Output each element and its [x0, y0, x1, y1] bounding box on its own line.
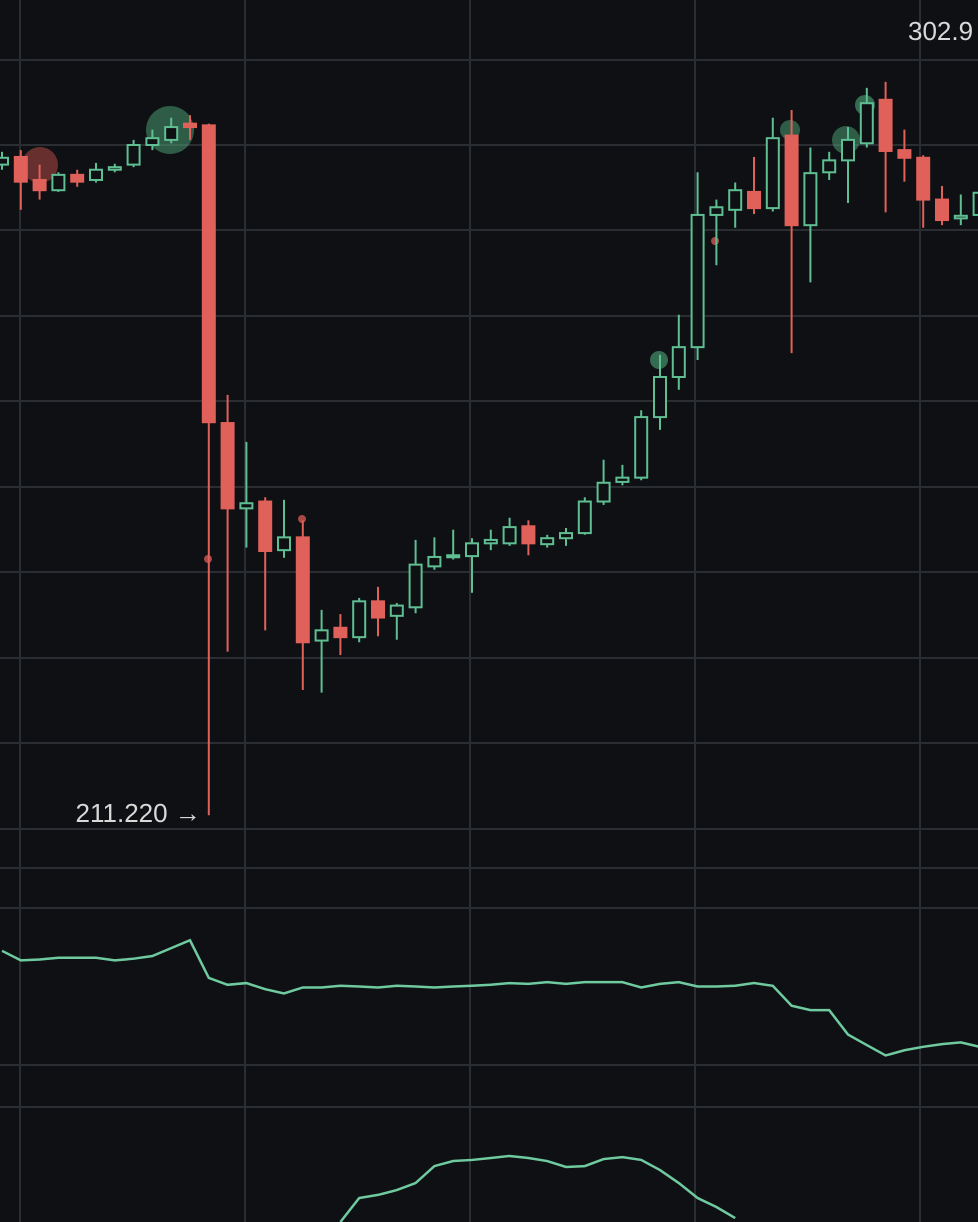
candle-body: [634, 416, 649, 479]
candle-body: [803, 172, 818, 227]
candle-body: [577, 500, 592, 535]
candle-body: [822, 159, 837, 174]
candle-body: [408, 563, 423, 609]
candle-body: [107, 166, 122, 171]
candle-body: [352, 600, 367, 639]
candle-body: [483, 538, 498, 545]
candle-body: [784, 134, 799, 227]
indicator-line: [1, 938, 978, 1057]
high-label: 302.9: [908, 16, 973, 46]
candle-body: [371, 600, 385, 619]
indicator-line: [339, 1154, 736, 1222]
candle-body: [690, 213, 705, 349]
candle-body: [70, 173, 85, 183]
candle-body: [164, 126, 179, 141]
candle-body: [465, 542, 479, 558]
candle-body: [878, 98, 893, 152]
candle-body: [747, 190, 761, 210]
signal-dot: [298, 515, 306, 523]
candle-body: [0, 156, 9, 166]
candle-body: [972, 191, 978, 216]
candle-body: [953, 214, 968, 220]
candle-body: [935, 198, 949, 222]
candle-body: [277, 536, 291, 552]
candle-body: [559, 532, 573, 540]
candle-body: [728, 189, 743, 211]
candle-body: [32, 178, 47, 192]
candle-body: [427, 555, 442, 568]
candle-body: [916, 156, 931, 201]
candle-body: [841, 138, 855, 162]
candle-body: [709, 206, 724, 216]
candle-body: [126, 144, 141, 166]
candle-body: [183, 122, 197, 129]
candle-body: [389, 604, 404, 617]
candle-body: [671, 346, 686, 379]
candle-body: [145, 137, 160, 146]
candle-body: [615, 476, 630, 483]
candles: [0, 81, 978, 816]
candle-body: [295, 536, 310, 644]
candle-body: [220, 422, 235, 510]
signal-dot: [711, 237, 719, 245]
candle-body: [258, 500, 273, 553]
candle-body: [201, 124, 216, 424]
candle-body: [446, 554, 461, 559]
candle-body: [502, 526, 517, 545]
candle-body: [13, 155, 28, 183]
candle-body: [859, 102, 874, 145]
candle-body: [314, 629, 329, 642]
candle-body: [596, 481, 611, 503]
low-label: 211.220 →: [76, 798, 201, 828]
candle-body: [239, 502, 254, 510]
candle-body: [51, 173, 66, 192]
candle-body: [540, 537, 555, 546]
candle-body: [897, 149, 912, 159]
candle-body: [765, 137, 780, 210]
candle-body: [521, 525, 536, 545]
candle-body: [333, 626, 348, 639]
candle-body: [89, 168, 103, 181]
candle-body: [653, 376, 667, 419]
